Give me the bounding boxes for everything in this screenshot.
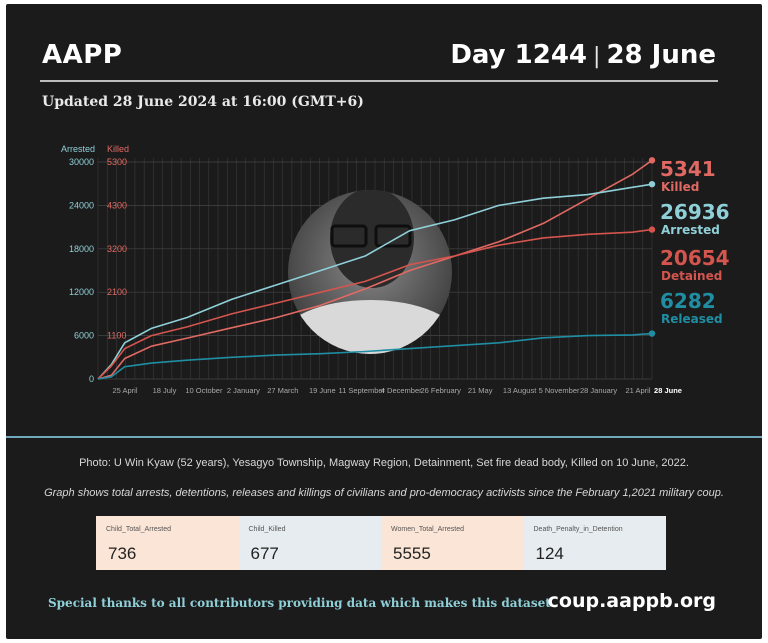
stat-card-child-killed: Child_Killed 677 xyxy=(238,516,381,570)
x-tick-label: 28 January xyxy=(580,386,617,395)
stat-label: Child_Total_Arrested xyxy=(106,526,171,533)
photo-caption: Photo: U Win Kyaw (52 years), Yesagyo To… xyxy=(79,457,689,469)
brand-title: AAPP xyxy=(42,40,123,70)
end-value-killed: 5341 xyxy=(660,157,716,181)
stat-value: 5555 xyxy=(393,544,431,563)
y-tick-killed: 4300 xyxy=(107,200,127,210)
stat-value: 677 xyxy=(250,544,279,563)
website-link[interactable]: coup.aappb.org xyxy=(547,590,716,612)
x-tick-label: 21 May xyxy=(468,386,493,395)
x-tick-label: 26 February xyxy=(420,386,461,395)
axis-title-killed: Killed xyxy=(107,144,129,154)
stat-value: 736 xyxy=(108,544,137,563)
series-end-dot-arrested xyxy=(648,180,656,188)
stat-card-child-arrested: Child_Total_Arrested 736 xyxy=(96,516,239,570)
end-label-detained: Detained xyxy=(661,269,722,283)
series-end-dot-released xyxy=(648,330,656,337)
end-value-detained: 20654 xyxy=(660,246,730,270)
x-tick-label: 18 July xyxy=(153,386,177,395)
stat-card-death-penalty: Death_Penalty_in_Detention 124 xyxy=(523,516,666,570)
y-tick-killed: 2100 xyxy=(107,287,127,297)
y-tick-arrested: 18000 xyxy=(69,244,94,254)
day-separator: | xyxy=(593,44,601,69)
axis-title-arrested: Arrested xyxy=(61,144,95,154)
section-divider xyxy=(6,436,762,438)
y-tick-arrested: 30000 xyxy=(69,157,94,167)
y-tick-arrested: 0 xyxy=(89,374,94,384)
header-divider xyxy=(40,80,718,82)
x-tick-label: 5 November xyxy=(539,386,580,395)
end-label-arrested: Arrested xyxy=(661,223,720,237)
stat-label: Child_Killed xyxy=(248,526,286,533)
y-tick-arrested: 6000 xyxy=(74,331,94,341)
x-tick-label: 19 June xyxy=(309,386,336,395)
chart-axes: Arrested Killed 30000 24000 18000 12000 6000 0 5… xyxy=(61,144,682,395)
series-line-killed xyxy=(97,159,653,380)
chart-lines xyxy=(97,157,656,380)
glasses-icon xyxy=(330,224,368,248)
y-tick-arrested: 12000 xyxy=(69,287,94,297)
thanks-note: Special thanks to all contributors provi… xyxy=(48,596,555,610)
series-end-dot-killed xyxy=(648,157,656,164)
graph-note: Graph shows total arrests, detentions, r… xyxy=(44,487,724,499)
series-end-dot-detained xyxy=(648,226,656,233)
x-tick-label: 11 September xyxy=(338,386,385,395)
x-tick-label: 2 January xyxy=(227,386,260,395)
stat-value: 124 xyxy=(535,544,564,563)
x-tick-label: 10 October xyxy=(185,386,223,395)
day-counter: Day 1244 | 28 June xyxy=(450,40,716,70)
end-value-released: 6282 xyxy=(660,289,716,313)
series-line-arrested xyxy=(97,183,653,380)
stat-card-women-arrested: Women_Total_Arrested 5555 xyxy=(381,516,524,570)
glasses-icon-right xyxy=(374,224,412,248)
y-tick-arrested: 24000 xyxy=(69,200,94,210)
x-tick-label: 21 April xyxy=(625,386,650,395)
stat-label: Death_Penalty_in_Detention xyxy=(533,526,623,533)
updated-timestamp: Updated 28 June 2024 at 16:00 (GMT+6) xyxy=(42,94,364,110)
series-line-released xyxy=(97,332,653,380)
stats-cards: Child_Total_Arrested 736 Child_Killed 677 … xyxy=(96,516,666,570)
x-tick-label: 13 August xyxy=(503,386,537,395)
x-tick-label: 27 March xyxy=(267,386,298,395)
x-tick-label: 28 June xyxy=(654,386,682,395)
end-value-arrested: 26936 xyxy=(660,200,730,224)
y-tick-killed: 1100 xyxy=(107,331,126,341)
y-tick-killed: 3200 xyxy=(107,244,127,254)
date-label: 28 June xyxy=(606,40,716,70)
end-label-released: Released xyxy=(661,312,723,326)
end-label-killed: Killed xyxy=(661,180,699,194)
y-tick-killed: 5300 xyxy=(107,157,127,167)
series-line-detained xyxy=(97,228,653,380)
day-label: Day 1244 xyxy=(450,40,588,70)
portrait-shirt xyxy=(288,300,452,354)
x-tick-label: 4 December xyxy=(381,386,422,395)
x-tick-label: 25 April xyxy=(112,386,137,395)
portrait-face xyxy=(330,190,414,288)
stat-label: Women_Total_Arrested xyxy=(391,526,465,533)
